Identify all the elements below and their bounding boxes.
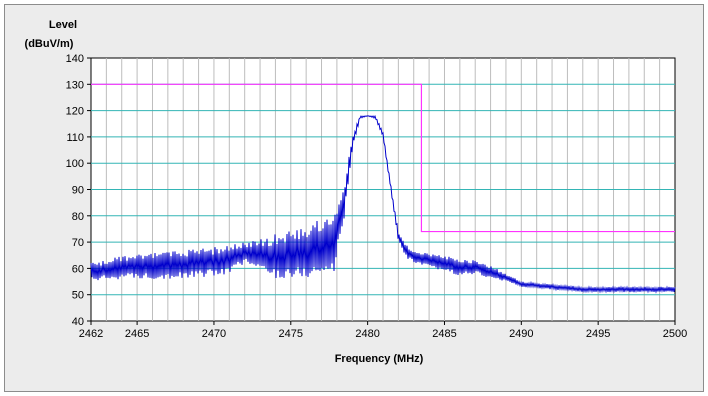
- y-tick-label: 50: [72, 290, 84, 302]
- x-tick-label: 2490: [509, 328, 533, 340]
- y-tick-label: 80: [72, 211, 84, 223]
- x-axis-title: Frequency (MHz): [335, 353, 424, 365]
- x-tick-label: 2485: [432, 328, 456, 340]
- y-tick-label: 140: [66, 53, 84, 65]
- chart-panel: 40 50 60 70 80 90 100 110 120 130 140 2462 2465 2470…: [4, 4, 704, 392]
- measurement-trace: [90, 114, 676, 294]
- x-tick-label: 2462: [79, 328, 103, 340]
- spectrum-chart: 40 50 60 70 80 90 100 110 120 130 140 2462 2465 2470…: [25, 19, 688, 365]
- limit-line: [91, 83, 675, 233]
- measurement-trace-group: [90, 114, 676, 294]
- y-tick-label: 120: [66, 106, 84, 118]
- x-tick-label: 2495: [586, 328, 610, 340]
- axis-ticks: [87, 57, 676, 325]
- limit-line-group: [91, 83, 675, 233]
- y-axis-title-line2: (dBuV/m): [25, 38, 74, 50]
- x-tick-labels: 2462 2465 2470 2475 2480 2485 2490 2495 2500: [79, 328, 687, 340]
- x-tick-label: 2500: [663, 328, 687, 340]
- y-tick-label: 110: [66, 132, 84, 144]
- x-tick-label: 2480: [355, 328, 379, 340]
- x-tick-label: 2470: [202, 328, 226, 340]
- y-tick-labels: 40 50 60 70 80 90 100 110 120 130 140: [66, 53, 84, 328]
- y-tick-label: 100: [66, 158, 84, 170]
- y-tick-label: 40: [72, 316, 84, 328]
- y-axis-title-line1: Level: [49, 19, 77, 31]
- x-tick-label: 2475: [279, 328, 303, 340]
- y-tick-label: 130: [66, 79, 84, 91]
- y-tick-label: 70: [72, 237, 84, 249]
- y-tick-label: 90: [72, 185, 84, 197]
- y-tick-label: 60: [72, 263, 84, 275]
- x-tick-label: 2465: [125, 328, 149, 340]
